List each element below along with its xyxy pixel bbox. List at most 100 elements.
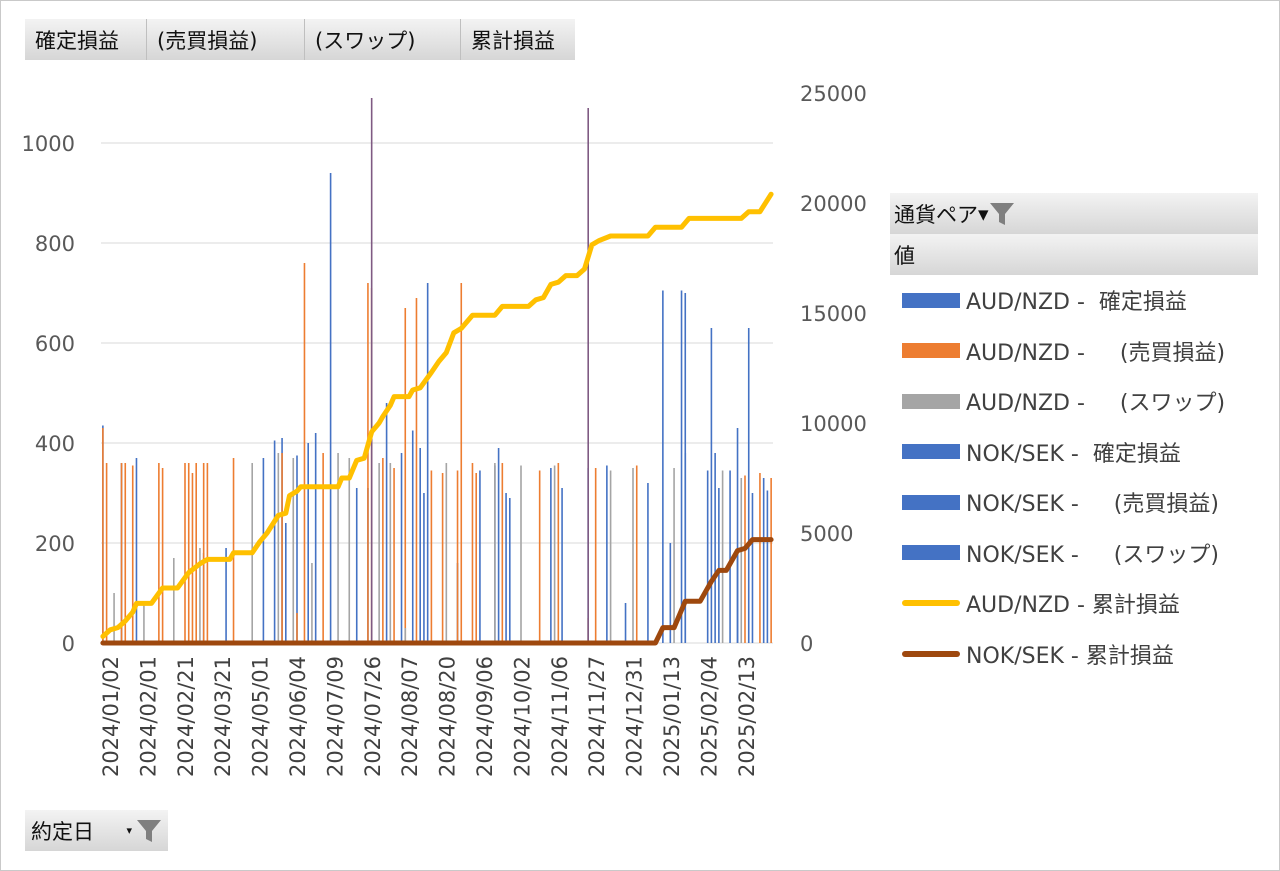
legend-swatch [902,650,960,657]
bar-mark [393,468,395,643]
bar-mark [124,463,127,643]
bar-mark [191,473,194,643]
bar-mark [456,470,459,643]
x-tick-label: 2024/06/04 [286,656,310,777]
legend-swatch [902,292,960,308]
bar-mark [497,448,500,643]
bar-mark [303,263,306,643]
y-right-tick-label: 25000 [800,82,867,106]
bar-mark [550,468,552,643]
legend-filter-label: 通貨ペア [894,202,978,227]
bar-mark [673,468,675,643]
legend-item[interactable]: AUD/NZD - 累計損益 [902,587,1180,619]
legend-label: NOK/SEK - 確定損益 [966,441,1181,467]
bar-mark [135,458,138,643]
bar-mark [370,98,373,643]
bar-mark [355,488,358,643]
bar-mark [744,475,746,643]
series-line [100,537,774,646]
bar-mark [311,563,313,643]
bar-mark [367,283,369,643]
bar-mark [400,453,403,643]
field-button-ruikei[interactable]: 累計損益 [461,19,575,60]
legend-swatch [902,600,960,606]
bar-mark [609,470,612,643]
bar-mark [307,443,309,643]
field-button-baibai[interactable]: (売買損益) [147,19,305,60]
legend-label: AUD/NZD - 累計損益 [966,593,1180,618]
dropdown-arrow-icon: ▾ [978,201,989,226]
bar-mark [684,293,687,643]
legend-item[interactable]: AUD/NZD - (売買損益) [902,335,1225,367]
bar-mark [762,478,765,643]
bar-mark [747,328,750,643]
x-tick-label: 2024/08/07 [398,656,422,777]
bar-mark [411,430,414,643]
legend-item[interactable]: AUD/NZD - (スワップ) [902,385,1225,417]
field-button-swap[interactable]: (スワップ) [305,19,461,60]
legend-swatch [902,393,960,409]
filter-funnel-icon [137,819,161,842]
bar-mark [729,470,731,643]
axis-layer: 0200400600800100005000100001500020000250… [22,82,867,777]
bar-mark [382,458,384,643]
bar-mark [296,613,298,643]
dropdown-arrow-icon: ▾ [126,824,132,837]
y-left-tick-label: 200 [35,532,75,556]
bar-mark [509,498,511,643]
bar-mark [385,403,388,643]
bar-mark [419,448,421,643]
bar-mark [426,283,429,643]
bar-layer [102,98,772,643]
legend-filter-button[interactable]: 通貨ペア ▾ [890,193,1258,234]
bar-mark [184,463,186,643]
bar-mark [206,463,209,643]
bar-mark [538,470,541,643]
legend-values-header: 値 [890,234,1258,275]
bar-mark [669,543,672,643]
bar-mark [158,463,160,643]
legend-item[interactable]: AUD/NZD - 確定損益 [902,284,1187,316]
bar-mark [445,463,448,643]
legend-label: NOK/SEK - (スワップ) [966,542,1219,568]
legend-item[interactable]: NOK/SEK - (売買損益) [902,486,1219,518]
bar-mark [561,488,563,643]
x-tick-label: 2024/10/02 [510,656,534,777]
line-layer [100,191,774,646]
bar-mark [199,548,201,643]
x-tick-label: 2024/08/20 [436,656,460,777]
bar-mark [553,465,556,643]
y-right-tick-label: 15000 [800,302,867,326]
bar-mark [706,470,709,643]
bar-mark [505,493,507,643]
x-tick-label: 2025/02/04 [697,656,721,777]
x-tick-label: 2024/07/09 [323,656,347,777]
x-tick-label: 2024/01/02 [99,656,123,777]
bar-mark [624,603,627,643]
legend: 通貨ペア ▾ 値 [890,193,1258,275]
axis-filter-label: 約定日 [31,819,94,844]
legend-item[interactable]: NOK/SEK - 累計損益 [902,638,1174,670]
bar-mark [314,433,317,643]
y-left-tick-label: 1000 [22,132,75,156]
field-button-kakutei[interactable]: 確定損益 [25,19,147,60]
legend-item[interactable]: NOK/SEK - (スワップ) [902,537,1219,569]
bar-mark [273,440,276,643]
bar-mark [718,488,720,643]
bar-mark [102,428,104,643]
bar-mark [113,593,115,643]
bar-mark [475,473,477,643]
y-right-tick-label: 0 [800,632,813,656]
bar-mark [202,463,205,643]
legend-label: NOK/SEK - (売買損益) [966,492,1219,517]
legend-item[interactable]: NOK/SEK - 確定損益 [902,436,1181,468]
bar-mark [404,628,407,643]
bar-mark [187,463,190,643]
bar-mark [714,453,716,643]
bar-mark [721,470,724,643]
y-left-tick-label: 600 [35,332,75,356]
y-left-tick-label: 400 [35,432,75,456]
axis-filter-button[interactable]: 約定日 ▾ [25,810,168,851]
bar-mark [285,523,287,643]
